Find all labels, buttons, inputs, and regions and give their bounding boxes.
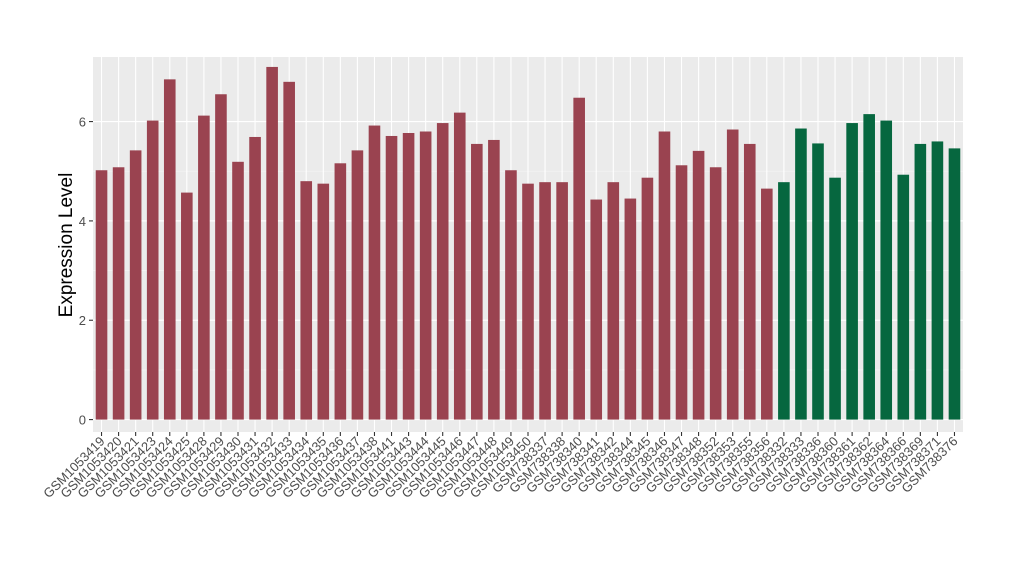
bar-GSM1053438 [368,125,381,420]
bar-GSM1053420 [112,167,125,420]
bar-GSM738348 [692,150,705,420]
bar-GSM1053432 [266,66,278,420]
y-tick-label: 4 [79,214,86,229]
bar-GSM1053421 [129,150,142,420]
bar-GSM738364 [880,120,893,420]
bar-GSM1053436 [334,163,347,420]
bar-GSM1053434 [300,181,313,420]
bar-GSM1053447 [471,143,483,420]
bar-GSM738352 [709,167,722,420]
bars [95,66,961,420]
bar-GSM1053433 [283,81,295,420]
bar-GSM1053441 [385,135,398,420]
bar-GSM738341 [590,199,603,420]
bar-GSM738356 [761,188,773,420]
bar-GSM738376 [948,148,961,420]
bar-GSM1053428 [198,115,210,420]
bar-GSM738338 [556,182,568,420]
bar-GSM738346 [658,131,671,420]
bar-GSM738332 [778,182,790,420]
bar-GSM1053448 [488,139,500,420]
bar-GSM1053435 [317,183,330,420]
bar-GSM738360 [829,177,841,420]
y-tick-label: 6 [79,115,86,130]
bar-GSM738347 [675,165,688,420]
bar-GSM1053450 [522,183,534,420]
bar-GSM1053423 [146,120,159,420]
bar-GSM738361 [846,123,858,420]
bar-GSM738366 [897,174,910,420]
y-tick-label: 2 [79,313,86,328]
y-axis-label: Expression Level [56,173,77,318]
bar-GSM1053424 [163,79,176,420]
bar-GSM1053443 [402,132,415,420]
bar-GSM738342 [607,182,620,420]
bar-GSM1053437 [351,150,364,420]
y-axis: 0 2 4 6 [79,115,93,428]
bar-GSM1053446 [453,112,466,420]
bar-GSM738355 [743,143,756,420]
bar-GSM738333 [795,128,807,420]
bar-GSM1053429 [215,94,227,420]
bar-GSM1053449 [505,170,517,420]
bar-GSM738344 [624,198,637,420]
bar-GSM738337 [539,182,551,420]
y-tick-label: 0 [79,413,86,428]
bar-GSM738345 [641,177,654,420]
bar-GSM738371 [931,141,944,420]
bar-GSM738336 [812,143,824,420]
bar-GSM1053444 [419,131,432,420]
bar-GSM1053419 [95,170,108,420]
bar-GSM738353 [726,129,739,420]
bar-GSM1053445 [436,123,449,420]
bar-GSM738340 [573,97,585,420]
bar-GSM738369 [914,143,927,420]
bar-GSM1053430 [232,161,244,420]
bar-GSM1053431 [249,136,261,420]
bar-GSM1053425 [181,192,193,420]
x-axis: GSM1053419GSM1053420GSM1053421GSM1053423… [40,432,961,501]
bar-GSM738362 [863,114,875,420]
